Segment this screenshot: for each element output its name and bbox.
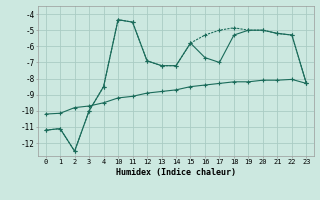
X-axis label: Humidex (Indice chaleur): Humidex (Indice chaleur)	[116, 168, 236, 177]
